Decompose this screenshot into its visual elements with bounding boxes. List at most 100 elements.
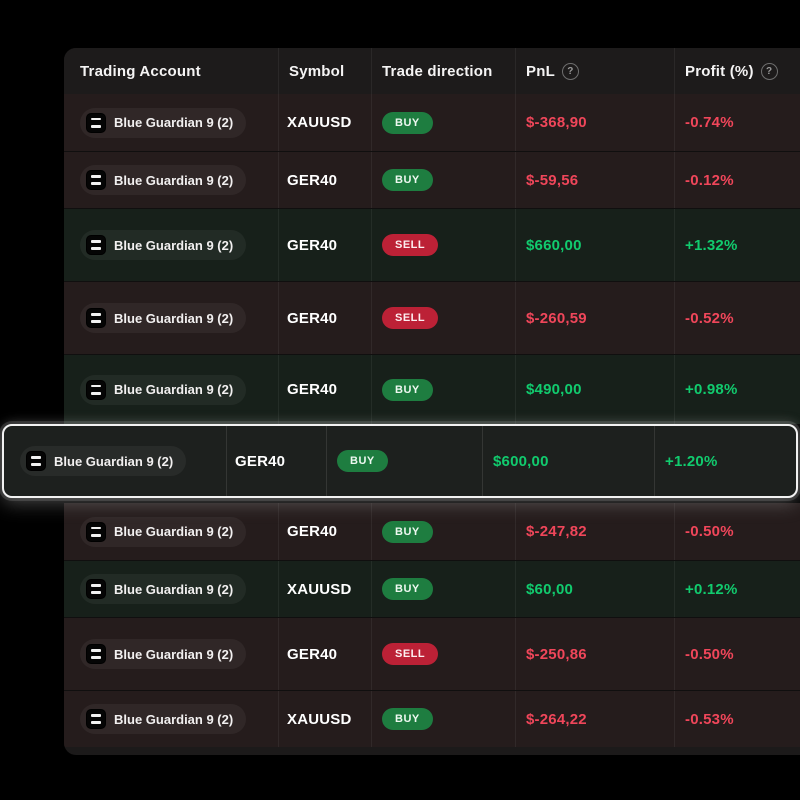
column-header-profit-percent[interactable]: Profit (%) ? — [674, 48, 800, 94]
account-name: Blue Guardian 9 (2) — [114, 310, 234, 326]
account-cell: Blue Guardian 9 (2) — [64, 152, 278, 208]
trade-direction-badge: BUY — [382, 378, 433, 401]
account-chip[interactable]: Blue Guardian 9 (2) — [80, 704, 247, 734]
account-name: Blue Guardian 9 (2) — [114, 524, 234, 539]
account-logo-icon — [87, 645, 105, 663]
account-chip[interactable]: Blue Guardian 9 (2) — [80, 107, 247, 138]
account-chip[interactable]: Blue Guardian 9 (2) — [80, 230, 247, 260]
help-icon[interactable]: ? — [760, 62, 778, 80]
account-name: Blue Guardian 9 (2) — [114, 115, 234, 130]
profit-value: +1.20% — [654, 426, 796, 496]
profit-value: +1.32% — [674, 209, 800, 281]
trade-direction-badge: BUY — [382, 708, 433, 730]
account-chip[interactable]: Blue Guardian 9 (2) — [80, 516, 247, 547]
trade-direction-badge: SELL — [382, 234, 439, 256]
direction-cell: BUY — [326, 426, 482, 496]
trade-direction-badge: SELL — [382, 307, 439, 329]
trade-direction-badge: BUY — [382, 169, 433, 191]
trade-direction-badge: BUY — [337, 450, 388, 472]
symbol-cell: GER40 — [278, 152, 371, 208]
column-label: Profit (%) — [685, 62, 754, 80]
profit-value: -0.50% — [674, 503, 800, 560]
symbol-cell: GER40 — [278, 282, 371, 354]
account-cell: Blue Guardian 9 (2) — [64, 355, 278, 424]
account-name: Blue Guardian 9 (2) — [114, 382, 234, 397]
table-row[interactable]: Blue Guardian 9 (2) XAUUSD BUY $-368,90 … — [64, 94, 800, 151]
column-label: Symbol — [289, 62, 345, 80]
account-cell: Blue Guardian 9 (2) — [64, 209, 278, 281]
account-chip[interactable]: Blue Guardian 9 (2) — [80, 574, 247, 604]
pnl-value: $490,00 — [515, 355, 674, 424]
account-cell: Blue Guardian 9 (2) — [64, 503, 278, 560]
highlighted-table-row[interactable]: Blue Guardian 9 (2) GER40 BUY $600,00 +1… — [2, 424, 798, 498]
account-logo-icon — [87, 236, 105, 254]
account-chip[interactable]: Blue Guardian 9 (2) — [20, 446, 187, 476]
account-logo-icon — [87, 522, 105, 541]
table-row[interactable]: Blue Guardian 9 (2) XAUUSD BUY $-264,22 … — [64, 690, 800, 747]
account-name: Blue Guardian 9 (2) — [54, 453, 174, 469]
direction-cell: BUY — [371, 94, 515, 151]
pnl-value: $-260,59 — [515, 282, 674, 354]
symbol-cell: GER40 — [278, 355, 371, 424]
account-cell: Blue Guardian 9 (2) — [64, 94, 278, 151]
account-chip[interactable]: Blue Guardian 9 (2) — [80, 639, 247, 669]
table-header: Trading Account Symbol Trade direction P… — [64, 48, 800, 94]
symbol-cell: GER40 — [226, 426, 326, 496]
direction-cell: SELL — [371, 618, 515, 690]
direction-cell: SELL — [371, 282, 515, 354]
column-label: PnL — [526, 62, 555, 80]
account-name: Blue Guardian 9 (2) — [114, 711, 234, 727]
symbol-cell: XAUUSD — [278, 691, 371, 747]
symbol-cell: XAUUSD — [278, 94, 371, 151]
pnl-value: $-264,22 — [515, 691, 674, 747]
account-chip[interactable]: Blue Guardian 9 (2) — [80, 374, 247, 405]
profit-value: -0.53% — [674, 691, 800, 747]
table-row[interactable]: Blue Guardian 9 (2) GER40 SELL $660,00 +… — [64, 208, 800, 281]
pnl-value: $600,00 — [482, 426, 654, 496]
account-logo-icon — [87, 580, 105, 598]
account-name: Blue Guardian 9 (2) — [114, 646, 234, 662]
column-label: Trading Account — [80, 62, 201, 80]
column-header-symbol[interactable]: Symbol — [278, 48, 371, 94]
symbol-cell: XAUUSD — [278, 561, 371, 617]
direction-cell: BUY — [371, 561, 515, 617]
account-logo-icon — [87, 309, 105, 327]
account-name: Blue Guardian 9 (2) — [114, 581, 234, 597]
table-row[interactable]: Blue Guardian 9 (2) GER40 SELL $-250,86 … — [64, 617, 800, 690]
direction-cell: BUY — [371, 691, 515, 747]
help-icon[interactable]: ? — [561, 62, 579, 80]
account-chip[interactable]: Blue Guardian 9 (2) — [80, 165, 247, 195]
pnl-value: $-250,86 — [515, 618, 674, 690]
table-row[interactable]: Blue Guardian 9 (2) XAUUSD BUY $60,00 +0… — [64, 560, 800, 617]
direction-cell: BUY — [371, 152, 515, 208]
symbol-cell: GER40 — [278, 618, 371, 690]
trade-direction-badge: BUY — [382, 578, 433, 600]
trade-direction-badge: BUY — [382, 520, 433, 543]
column-header-trading-account[interactable]: Trading Account — [64, 48, 278, 94]
account-chip[interactable]: Blue Guardian 9 (2) — [80, 303, 247, 333]
pnl-value: $60,00 — [515, 561, 674, 617]
account-cell: Blue Guardian 9 (2) — [4, 426, 226, 496]
account-name: Blue Guardian 9 (2) — [114, 237, 234, 253]
symbol-cell: GER40 — [278, 209, 371, 281]
account-cell: Blue Guardian 9 (2) — [64, 561, 278, 617]
profit-value: -0.50% — [674, 618, 800, 690]
table-row[interactable]: Blue Guardian 9 (2) GER40 BUY $-247,82 -… — [64, 503, 800, 560]
pnl-value: $-368,90 — [515, 94, 674, 151]
positions-table: Trading Account Symbol Trade direction P… — [64, 48, 800, 755]
account-logo-icon — [27, 452, 45, 470]
column-header-trade-direction[interactable]: Trade direction — [371, 48, 515, 94]
trade-direction-badge: BUY — [382, 111, 433, 134]
table-row[interactable]: Blue Guardian 9 (2) GER40 SELL $-260,59 … — [64, 281, 800, 354]
account-name: Blue Guardian 9 (2) — [114, 172, 234, 188]
account-cell: Blue Guardian 9 (2) — [64, 691, 278, 747]
symbol-cell: GER40 — [278, 503, 371, 560]
profit-value: -0.52% — [674, 282, 800, 354]
table-row[interactable]: Blue Guardian 9 (2) GER40 BUY $-59,56 -0… — [64, 151, 800, 208]
table-row[interactable]: Blue Guardian 9 (2) GER40 BUY $490,00 +0… — [64, 354, 800, 424]
column-header-pnl[interactable]: PnL ? — [515, 48, 674, 94]
account-logo-icon — [87, 113, 105, 132]
direction-cell: SELL — [371, 209, 515, 281]
direction-cell: BUY — [371, 355, 515, 424]
